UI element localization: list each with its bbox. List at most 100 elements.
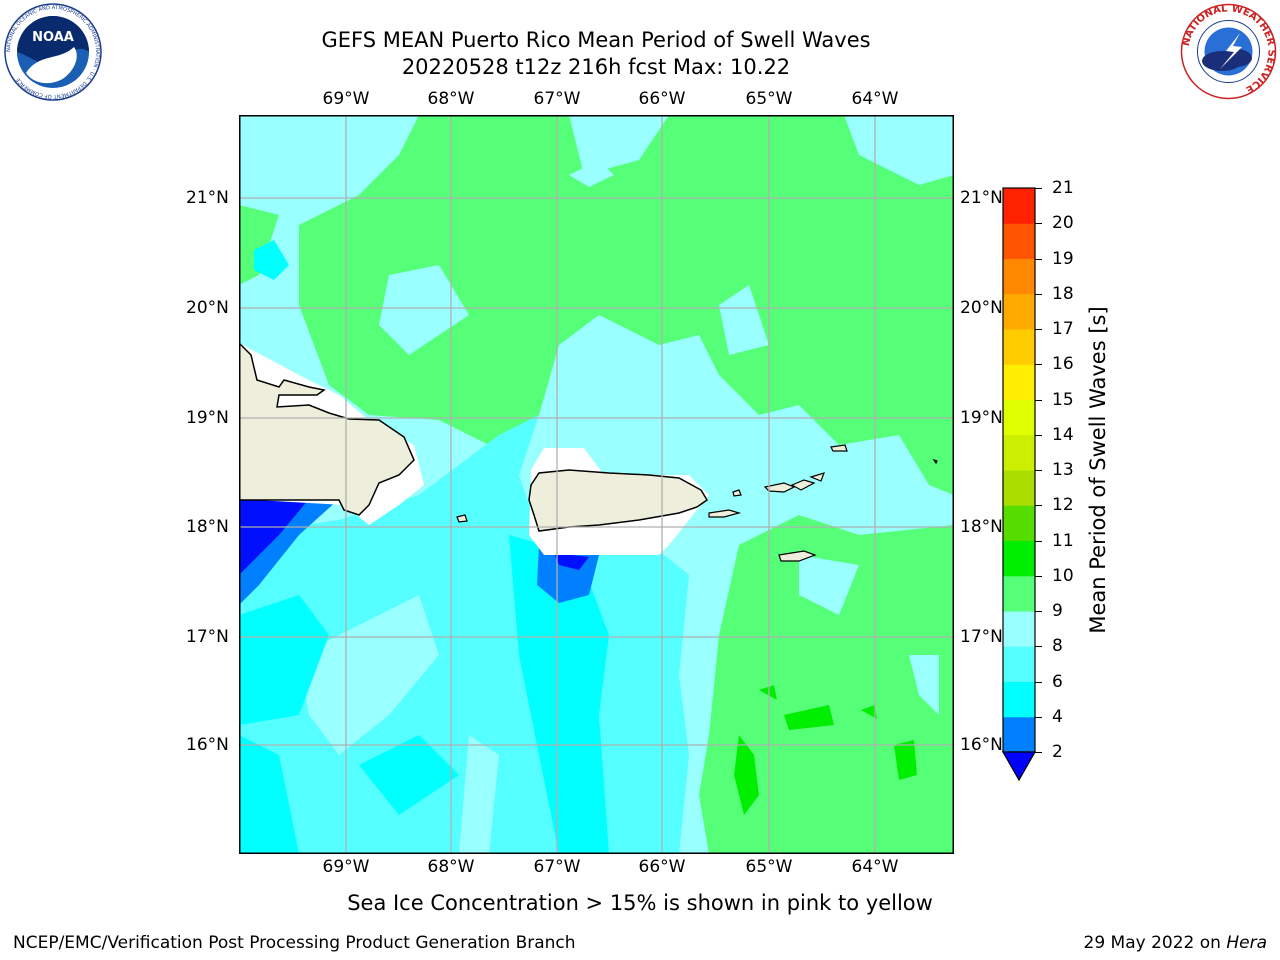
light-cyan-patch — [379, 265, 469, 355]
colorbar-tick-label: 12 — [1052, 495, 1074, 516]
colorbar-bin — [1003, 329, 1035, 365]
lon-label-bottom: 66°W — [638, 857, 686, 877]
bright-cyan-contour — [509, 535, 609, 854]
bright-cyan-contour — [239, 595, 329, 725]
green-contour-east — [699, 515, 954, 854]
colorbar-bin — [1003, 611, 1035, 647]
colorbar-tick-mark — [1035, 399, 1042, 401]
colorbar-tick-label: 17 — [1052, 319, 1074, 339]
nws-logo: NATIONAL WEATHER SERVICE — [1180, 3, 1277, 100]
colorbar-bin — [1003, 540, 1035, 577]
colorbar-bin — [1003, 575, 1035, 612]
virgin-islands — [763, 444, 848, 493]
colorbar-tick-label: 10 — [1052, 565, 1074, 586]
lat-label-right: 19°N — [960, 408, 1003, 428]
light-cyan-patch — [569, 160, 614, 187]
light-cyan-patch — [719, 285, 769, 355]
lon-label-top: 68°W — [427, 89, 475, 109]
map-gridlines — [239, 115, 954, 854]
colorbar-tick-mark — [1035, 188, 1042, 190]
green-contour-north — [299, 115, 954, 495]
colorbar-tick-label: 16 — [1052, 354, 1074, 375]
bright-cyan-contour — [239, 735, 299, 854]
colorbar-title: Mean Period of Swell Waves [s] — [1086, 306, 1110, 634]
lat-label-left: 17°N — [186, 627, 229, 647]
map-frame — [239, 115, 954, 854]
colorbar-tick-label: 18 — [1052, 283, 1074, 304]
bright-cyan-contour — [254, 240, 289, 280]
colorbar-tick-label: 4 — [1052, 706, 1063, 727]
colorbar-bin — [1003, 188, 1035, 224]
colorbar-bin — [1003, 470, 1035, 506]
colorbar-tick-mark — [1035, 716, 1042, 718]
lon-label-bottom: 69°W — [322, 857, 370, 877]
mona-island — [456, 514, 468, 523]
bright-cyan-contour — [359, 735, 459, 815]
colorbar-tick-label: 15 — [1052, 389, 1074, 410]
colorbar-tick-label: 9 — [1052, 601, 1063, 621]
lat-label-left: 21°N — [186, 188, 229, 208]
lat-label-left: 19°N — [186, 408, 229, 428]
vieques-island — [708, 509, 742, 518]
colorbar-tick-mark — [1035, 434, 1042, 436]
lon-label-top: 65°W — [745, 89, 793, 109]
colorbar-tick-mark — [1035, 646, 1042, 648]
colorbar-tick-mark — [1035, 575, 1042, 577]
light-cyan-inner — [299, 595, 439, 755]
light-cyan-patch — [909, 655, 939, 715]
lat-label-right: 17°N — [960, 627, 1003, 647]
colorbar-bin — [1003, 505, 1035, 541]
bright-green-spot — [861, 705, 877, 719]
noaa-text: NOAA — [32, 30, 74, 45]
colorbar-bin — [1003, 364, 1035, 400]
colorbar-bin — [1003, 223, 1035, 259]
date-prefix: 29 May 2022 on — [1083, 933, 1227, 953]
lon-label-top: 67°W — [533, 89, 581, 109]
bright-green-spot — [894, 740, 917, 780]
host-name: Hera — [1226, 933, 1267, 953]
colorbar-tick-label: 6 — [1052, 671, 1063, 692]
chart-title: GEFS MEAN Puerto Rico Mean Period of Swe… — [321, 28, 871, 52]
green-contour-northwest — [239, 205, 279, 285]
dark-blue-contour — [239, 499, 309, 575]
colorbar-bin — [1003, 716, 1035, 753]
colorbar-tick-label: 20 — [1052, 213, 1074, 234]
colorbar-tick-mark — [1035, 681, 1042, 683]
colorbar-tick-label: 19 — [1052, 248, 1074, 269]
bright-green-spot — [759, 685, 777, 700]
anguilla-island — [932, 458, 938, 465]
light-cyan-patch — [799, 555, 859, 615]
lat-label-left: 18°N — [186, 517, 229, 537]
lat-label-left: 20°N — [186, 298, 229, 318]
colorbar-tick-mark — [1035, 329, 1042, 331]
sea-ice-note: Sea Ice Concentration > 15% is shown in … — [347, 891, 933, 915]
colorbar-bin — [1003, 646, 1035, 682]
colorbar-tick-mark — [1035, 470, 1042, 472]
colorbar-tick-mark — [1035, 364, 1042, 366]
colorbar-bin — [1003, 293, 1035, 330]
colorbar-tick-label: 11 — [1052, 530, 1074, 551]
colorbar-tick-mark — [1035, 258, 1042, 260]
colorbar-tick-label: 8 — [1052, 636, 1063, 657]
swell-period-map — [239, 115, 954, 854]
colorbar-tick-mark — [1035, 223, 1042, 225]
chart-subtitle: 20220528 t12z 216h fcst Max: 10.22 — [401, 55, 791, 79]
date-text: 29 May 2022 on Hera — [1084, 933, 1268, 953]
lon-label-bottom: 65°W — [745, 857, 793, 877]
lat-label-right: 21°N — [960, 188, 1003, 208]
colorbar-tick-mark — [1035, 540, 1042, 542]
lat-label-right: 20°N — [960, 298, 1003, 318]
colorbar-extend-arrow — [1001, 751, 1037, 782]
lon-label-top: 66°W — [638, 89, 686, 109]
colorbar — [1001, 187, 1037, 782]
colorbar-tick-label: 13 — [1052, 460, 1074, 480]
lon-label-bottom: 67°W — [533, 857, 581, 877]
lon-label-bottom: 68°W — [427, 857, 475, 877]
colorbar-bin — [1003, 258, 1035, 295]
lon-label-bottom: 64°W — [851, 857, 899, 877]
lon-label-top: 64°W — [851, 89, 899, 109]
colorbar-tick-label: 21 — [1052, 178, 1074, 198]
noaa-logo: NATIONAL OCEANIC AND ATMOSPHERIC ADMINIS… — [4, 3, 102, 101]
lon-label-top: 69°W — [322, 89, 370, 109]
lat-label-right: 16°N — [960, 735, 1003, 755]
